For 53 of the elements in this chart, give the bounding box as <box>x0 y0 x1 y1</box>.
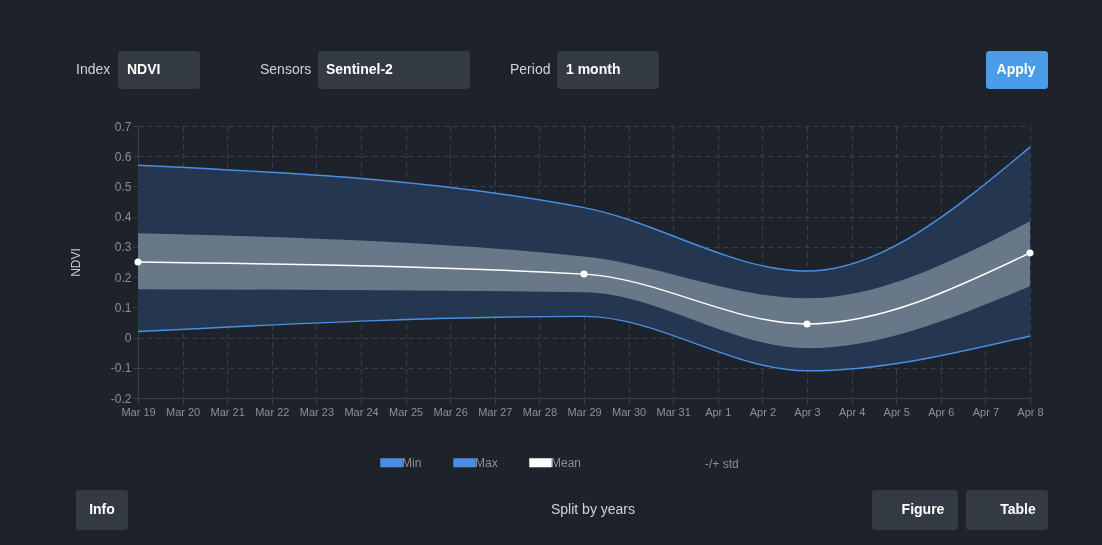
point <box>1026 249 1034 257</box>
point <box>580 270 588 278</box>
text: Apply <box>996 61 1036 77</box>
y-axis-title: NDVI <box>127 61 161 77</box>
x-tick-label: Apr 1 <box>705 405 732 418</box>
text: Info <box>89 501 115 517</box>
x-tick-label: Mar 31 <box>656 405 691 418</box>
point <box>803 320 811 328</box>
point <box>134 258 142 266</box>
legend-label: Max <box>475 455 498 470</box>
y-tick-label: 0.3 <box>114 240 132 255</box>
x-tick-label: Apr 5 <box>883 405 910 418</box>
y-tick-label: -0.2 <box>110 391 132 406</box>
x-tick-label: Apr 4 <box>838 405 866 418</box>
line-series <box>137 315 1031 372</box>
y-tick-label: 0.2 <box>114 270 132 285</box>
y-tick-label: 0.1 <box>114 300 132 315</box>
x-tick-label: Mar 30 <box>611 405 647 418</box>
x-tick-label: Apr 8 <box>1017 405 1044 418</box>
x-tick-label: Apr 2 <box>749 405 777 418</box>
x-tick-label: Mar 24 <box>344 405 379 418</box>
y-tick-label: 0.7 <box>114 119 132 134</box>
x-tick-label: Mar 27 <box>478 405 513 418</box>
x-tick-label: Mar 29 <box>567 405 602 418</box>
x-tick-label: Apr 7 <box>972 405 1000 418</box>
x-tick-label: Mar 19 <box>121 405 156 418</box>
text: Table <box>1000 501 1036 517</box>
line-series <box>137 146 1031 272</box>
x-tick-label: Mar 23 <box>299 405 335 418</box>
legend-label: Min <box>402 455 422 470</box>
text: -/+ std <box>705 457 739 471</box>
y-tick-label: 0.6 <box>114 149 132 164</box>
x-tick-label: Mar 28 <box>522 405 558 418</box>
legend-label: Mean <box>551 455 582 470</box>
text: Sentinel-2 <box>326 61 394 77</box>
y-tick-label: 0 <box>124 331 132 346</box>
x-tick-label: Mar 26 <box>433 405 468 418</box>
text: Sensors <box>260 61 312 77</box>
x-tick-label: Mar 21 <box>210 405 245 418</box>
text: Figure <box>901 501 945 517</box>
text: NDVI <box>68 248 83 277</box>
y-tick-label: 0.4 <box>114 210 132 225</box>
x-tick-label: Apr 6 <box>928 405 955 418</box>
y-tick-label: 0.5 <box>114 179 132 194</box>
text: Period <box>510 61 551 77</box>
x-tick-label: Apr 3 <box>794 405 821 418</box>
y-tick-label: -0.1 <box>110 361 132 376</box>
x-tick-label: Mar 25 <box>388 405 424 418</box>
text: 1 month <box>566 61 621 77</box>
text: Split by years <box>551 501 636 517</box>
x-tick-label: Mar 22 <box>255 405 290 418</box>
x-tick-label: Mar 20 <box>165 405 201 418</box>
text: Index <box>76 61 111 77</box>
